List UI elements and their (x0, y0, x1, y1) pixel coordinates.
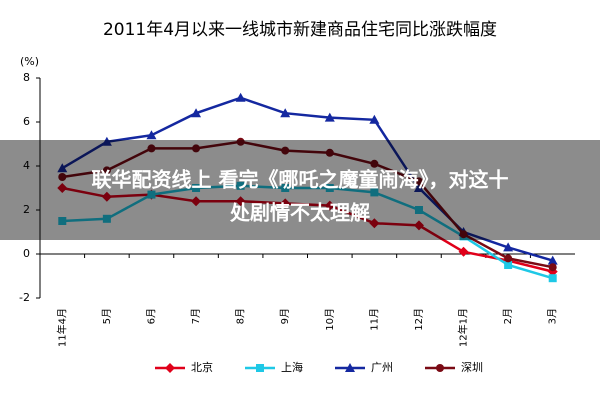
y-tick-label: 4 (23, 159, 30, 172)
point (256, 364, 264, 372)
x-tick-label: 3月 (547, 308, 559, 324)
point (192, 184, 201, 192)
point (414, 177, 423, 186)
point (281, 146, 290, 155)
point (324, 112, 335, 122)
point (459, 230, 468, 239)
point (236, 137, 245, 146)
point (58, 173, 67, 181)
point (57, 163, 68, 173)
overlay-text: 联华配资线上 看完《哪吒之魔童闹海》，对这十 (92, 168, 509, 192)
point (191, 196, 202, 207)
x-tick-label: 12月 (413, 308, 425, 331)
x-tick-label: 5月 (101, 308, 113, 324)
overlay-text: 处剧情不太理解 (229, 201, 370, 225)
point (436, 364, 444, 372)
point (325, 184, 334, 192)
point (191, 108, 202, 118)
y-tick-label: -2 (19, 291, 30, 304)
series-line (62, 184, 554, 280)
series (58, 137, 557, 272)
point (146, 130, 157, 140)
point (458, 246, 469, 257)
legend-label: 广州 (371, 361, 393, 374)
chart-title: 2011年4月以来一线城市新建商品住宅同比涨跌幅度 (103, 20, 497, 40)
x-tick-label: 6月 (145, 308, 157, 324)
point (370, 188, 379, 197)
point (504, 261, 513, 269)
point (147, 190, 156, 199)
point (413, 220, 424, 231)
point (280, 108, 291, 118)
x-tick-label: 2月 (502, 308, 514, 324)
x-tick-label: 11年4月 (55, 308, 68, 347)
point (414, 206, 423, 214)
series (57, 92, 558, 265)
y-tick-label: 0 (23, 247, 30, 260)
y-tick-label: 2 (23, 203, 30, 216)
point (345, 363, 355, 372)
x-tick-label: 11月 (368, 308, 380, 331)
legend-label: 北京 (191, 360, 213, 374)
point (370, 159, 379, 168)
x-tick-label: 9月 (279, 308, 291, 324)
series-line (61, 96, 554, 262)
point (369, 218, 380, 229)
point (281, 184, 290, 192)
point (547, 255, 558, 265)
series-line (62, 186, 554, 273)
x-tick-label: 7月 (190, 308, 202, 324)
point (325, 148, 334, 157)
legend-label: 上海 (281, 360, 303, 374)
point (503, 242, 514, 252)
point (369, 114, 380, 124)
series-line (62, 140, 553, 269)
y-tick-label: 6 (23, 115, 30, 128)
point (548, 274, 557, 283)
point (165, 363, 175, 373)
point (235, 92, 246, 102)
legend-label: 深圳 (461, 361, 483, 374)
overlay-banner (0, 140, 600, 240)
point (235, 196, 246, 207)
point (324, 200, 335, 211)
point (101, 191, 112, 202)
point (280, 198, 291, 209)
point (147, 144, 156, 153)
point (413, 183, 424, 192)
point (102, 214, 111, 223)
y-axis-label: (%) (20, 55, 39, 68)
point (58, 217, 67, 225)
point (102, 166, 111, 175)
point (101, 136, 112, 146)
x-tick-label: 10月 (324, 308, 336, 331)
point (504, 254, 513, 263)
point (236, 181, 245, 190)
point (192, 144, 201, 153)
x-tick-label: 12年1月 (457, 308, 470, 347)
point (548, 263, 557, 272)
point (57, 183, 68, 193)
y-tick-label: 8 (23, 71, 30, 84)
x-tick-label: 8月 (235, 308, 247, 324)
